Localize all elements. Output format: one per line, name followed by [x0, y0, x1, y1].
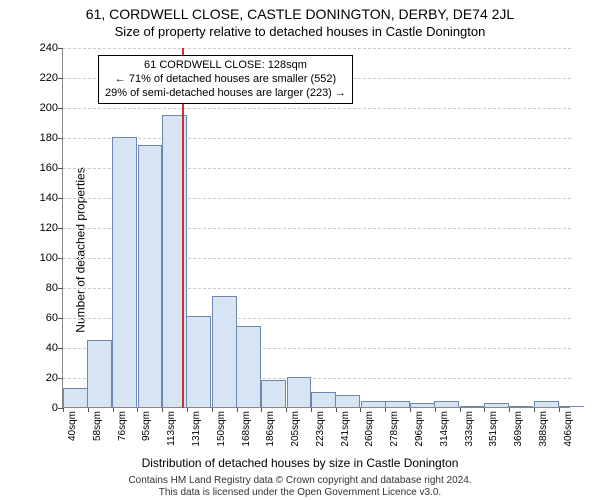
x-tick-mark	[460, 408, 461, 412]
histogram-bar	[484, 403, 509, 408]
x-tick-label: 314sqm	[439, 411, 450, 447]
annotation-line1: 61 CORDWELL CLOSE: 128sqm	[105, 59, 346, 73]
x-tick-mark	[311, 408, 312, 412]
y-tick-label: 60	[22, 312, 58, 324]
y-tick-label: 140	[22, 192, 58, 204]
x-tick-mark	[410, 408, 411, 412]
x-tick-label: 131sqm	[191, 411, 202, 447]
histogram-bar	[434, 401, 459, 407]
x-tick-mark	[534, 408, 535, 412]
x-tick-label: 76sqm	[117, 411, 128, 441]
y-tick-label: 240	[22, 42, 58, 54]
x-tick-label: 95sqm	[141, 411, 152, 441]
x-tick-mark	[261, 408, 262, 412]
x-tick-label: 58sqm	[92, 411, 103, 441]
annotation-line2: ← 71% of detached houses are smaller (55…	[105, 73, 346, 87]
chart-title-line1: 61, CORDWELL CLOSE, CASTLE DONINGTON, DE…	[0, 6, 600, 22]
x-tick-mark	[484, 408, 485, 412]
x-tick-mark	[63, 408, 64, 412]
x-tick-label: 241sqm	[340, 411, 351, 447]
x-tick-label: 351sqm	[488, 411, 499, 447]
y-tick-label: 200	[22, 102, 58, 114]
x-tick-mark	[137, 408, 138, 412]
x-tick-mark	[286, 408, 287, 412]
histogram-bar	[287, 377, 312, 407]
x-tick-mark	[509, 408, 510, 412]
histogram-bar	[311, 392, 336, 407]
figure-container: 61, CORDWELL CLOSE, CASTLE DONINGTON, DE…	[0, 0, 600, 500]
x-tick-label: 333sqm	[464, 411, 475, 447]
histogram-bar	[138, 145, 163, 408]
x-tick-label: 168sqm	[241, 411, 252, 447]
x-tick-label: 113sqm	[166, 411, 177, 446]
y-tick-label: 220	[22, 72, 58, 84]
x-tick-label: 296sqm	[414, 411, 425, 447]
x-tick-mark	[212, 408, 213, 412]
histogram-bar	[63, 388, 88, 408]
x-tick-label: 369sqm	[513, 411, 524, 447]
y-tick-label: 100	[22, 252, 58, 264]
y-tick-label: 120	[22, 222, 58, 234]
x-tick-mark	[187, 408, 188, 412]
y-tick-label: 0	[22, 402, 58, 414]
plot-area: 61 CORDWELL CLOSE: 128sqm ← 71% of detac…	[62, 48, 570, 408]
x-tick-label: 278sqm	[389, 411, 400, 447]
x-tick-mark	[237, 408, 238, 412]
x-tick-mark	[88, 408, 89, 412]
histogram-bar	[212, 296, 237, 407]
histogram-bar	[534, 401, 559, 407]
histogram-bar	[87, 340, 112, 408]
histogram-bar	[186, 316, 211, 408]
annotation-line3: 29% of semi-detached houses are larger (…	[105, 87, 346, 101]
x-tick-label: 406sqm	[563, 411, 574, 447]
x-tick-mark	[385, 408, 386, 412]
x-tick-label: 260sqm	[364, 411, 375, 447]
histogram-bar	[335, 395, 360, 407]
x-axis-label: Distribution of detached houses by size …	[0, 456, 600, 470]
histogram-bar	[361, 401, 386, 407]
histogram-bar	[509, 406, 534, 407]
x-tick-mark	[435, 408, 436, 412]
histogram-bar	[410, 403, 435, 408]
x-tick-label: 186sqm	[265, 411, 276, 447]
y-tick-label: 180	[22, 132, 58, 144]
histogram-bar	[112, 137, 137, 407]
x-tick-mark	[559, 408, 560, 412]
x-tick-mark	[336, 408, 337, 412]
y-tick-label: 160	[22, 162, 58, 174]
annotation-box: 61 CORDWELL CLOSE: 128sqm ← 71% of detac…	[98, 55, 353, 104]
x-tick-label: 40sqm	[67, 411, 78, 441]
y-tick-label: 20	[22, 372, 58, 384]
x-tick-mark	[360, 408, 361, 412]
x-tick-label: 150sqm	[216, 411, 227, 447]
credits: Contains HM Land Registry data © Crown c…	[0, 475, 600, 498]
x-tick-label: 223sqm	[315, 411, 326, 447]
histogram-bar	[559, 406, 584, 407]
histogram-bar	[385, 401, 410, 407]
histogram-bar	[236, 326, 261, 407]
histogram-bar	[261, 380, 286, 407]
chart-title-line2: Size of property relative to detached ho…	[0, 24, 600, 39]
credits-line2: This data is licensed under the Open Gov…	[0, 487, 600, 499]
y-tick-label: 80	[22, 282, 58, 294]
x-tick-mark	[113, 408, 114, 412]
histogram-bar	[460, 406, 485, 407]
x-tick-label: 388sqm	[538, 411, 549, 447]
x-tick-mark	[162, 408, 163, 412]
plot-border: 61 CORDWELL CLOSE: 128sqm ← 71% of detac…	[62, 48, 570, 408]
y-tick-label: 40	[22, 342, 58, 354]
credits-line1: Contains HM Land Registry data © Crown c…	[0, 475, 600, 487]
x-tick-label: 205sqm	[290, 411, 301, 447]
